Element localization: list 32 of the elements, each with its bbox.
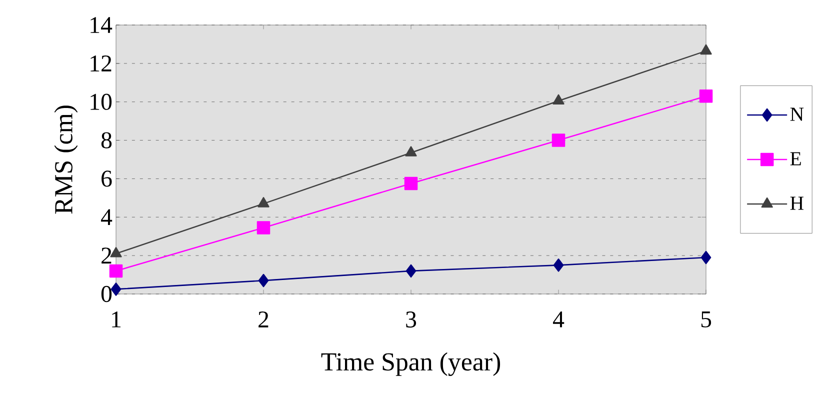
y-axis-title: RMS (cm): [54, 106, 78, 214]
y-tick-label: 14: [90, 17, 112, 33]
point: [258, 197, 270, 208]
point: [256, 221, 270, 234]
point: [552, 94, 564, 105]
y-tick-label: 8: [101, 132, 112, 148]
y-tick-label: 0: [101, 286, 112, 302]
x-tick-label: 2: [258, 312, 268, 328]
y-tick-label: 2: [102, 248, 112, 264]
x-tick-label: 4: [553, 312, 564, 328]
legend-label: N: [790, 108, 804, 121]
y-tick-label: 6: [102, 170, 112, 187]
point: [405, 146, 417, 156]
point: [699, 89, 713, 103]
point: [553, 258, 564, 272]
point: [404, 176, 418, 190]
point: [258, 274, 269, 288]
x-axis-title: Time Span (year): [321, 352, 500, 376]
y-tick-label: 12: [90, 56, 112, 72]
x-tick-label: 3: [406, 312, 416, 328]
legend-label: H: [790, 196, 804, 210]
point: [110, 282, 122, 296]
y-tick-label: 4: [100, 209, 112, 226]
point: [109, 264, 123, 278]
legend-label: E: [790, 152, 801, 166]
x-tick-label: 1: [112, 312, 121, 328]
point: [552, 134, 566, 147]
y-tick-label: 10: [90, 94, 112, 110]
point: [406, 264, 416, 278]
x-tick-label: 5: [701, 312, 712, 328]
point: [700, 44, 712, 55]
point: [700, 250, 712, 264]
